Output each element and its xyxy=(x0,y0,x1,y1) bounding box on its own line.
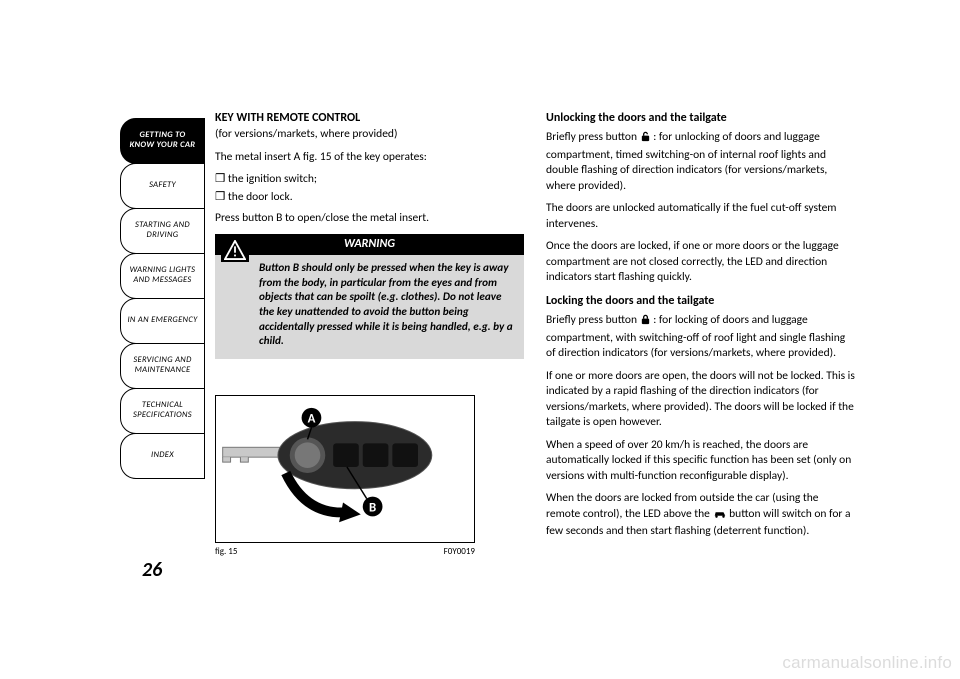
figure-image: A B xyxy=(215,395,475,543)
tab-label: GETTING TOKNOW YOUR CAR xyxy=(130,131,196,151)
figure-label: fig. 15 xyxy=(215,546,237,558)
left-column: KEY WITH REMOTE CONTROL (for versions/ma… xyxy=(215,110,524,558)
figure-15: A B fig. 15 F0Y0019 xyxy=(215,395,475,558)
bullet-door-lock: the door lock. xyxy=(215,190,524,206)
warning-header: WARNING xyxy=(215,234,524,256)
unlock-icon xyxy=(640,131,651,148)
warning-body: Button B should only be pressed when the… xyxy=(225,261,514,348)
p-unlock-2: The doors are unlocked automatically if … xyxy=(546,201,855,232)
sidebar-tabs: GETTING TOKNOW YOUR CAR SAFETY STARTING … xyxy=(120,118,205,478)
p-unlock-1: Briefly press button : for unlocking of … xyxy=(546,130,855,194)
sidebar-tab-emergency[interactable]: IN AN EMERGENCY xyxy=(120,298,205,344)
warning-triangle-icon xyxy=(221,238,249,262)
page-content: KEY WITH REMOTE CONTROL (for versions/ma… xyxy=(215,110,855,558)
tab-label: TECHNICALSPECIFICATIONS xyxy=(133,401,192,421)
p-lock-4: When the doors are locked from outside t… xyxy=(546,491,855,540)
heading-unlocking: Unlocking the doors and the tailgate xyxy=(546,110,855,126)
page-number: 26 xyxy=(142,558,162,582)
heading-key-remote: KEY WITH REMOTE CONTROL xyxy=(215,110,524,126)
subheading: (for versions/markets, where provided) xyxy=(215,127,524,143)
text-frag: Briefly press button xyxy=(546,313,640,327)
tab-label: STARTING ANDDRIVING xyxy=(135,221,190,241)
tab-label: WARNING LIGHTSAND MESSAGES xyxy=(130,266,196,286)
p-unlock-3: Once the doors are locked, if one or mor… xyxy=(546,239,855,286)
p-lock-3: When a speed of over 20 km/h is reached,… xyxy=(546,438,855,485)
intro-text: The metal insert A fig. 15 of the key op… xyxy=(215,150,524,166)
heading-locking: Locking the doors and the tailgate xyxy=(546,293,855,309)
sidebar-tab-warning-lights[interactable]: WARNING LIGHTSAND MESSAGES xyxy=(120,253,205,299)
marker-a: A xyxy=(308,411,316,426)
lock-icon xyxy=(640,314,651,331)
warning-title: WARNING xyxy=(344,237,395,251)
sidebar-tab-getting-to-know[interactable]: GETTING TOKNOW YOUR CAR xyxy=(120,118,205,164)
sidebar-tab-technical[interactable]: TECHNICALSPECIFICATIONS xyxy=(120,388,205,434)
tab-label: SERVICING ANDMAINTENANCE xyxy=(133,356,191,376)
p-lock-1: Briefly press button : for locking of do… xyxy=(546,313,855,362)
watermark: carmanualsonline.info xyxy=(782,653,952,673)
car-lock-icon xyxy=(713,509,727,525)
sidebar-tab-safety[interactable]: SAFETY xyxy=(120,163,205,209)
figure-code: F0Y0019 xyxy=(444,546,475,558)
text-frag: Briefly press button xyxy=(546,130,640,144)
sidebar-tab-starting-driving[interactable]: STARTING ANDDRIVING xyxy=(120,208,205,254)
bullet-ignition: the ignition switch; xyxy=(215,172,524,188)
right-column: Unlocking the doors and the tailgate Bri… xyxy=(546,110,855,558)
p-lock-2: If one or more doors are open, the doors… xyxy=(546,369,855,431)
figure-caption: fig. 15 F0Y0019 xyxy=(215,546,475,558)
tab-label: IN AN EMERGENCY xyxy=(127,316,197,326)
sidebar-tab-index[interactable]: INDEX xyxy=(120,433,205,479)
tab-label: SAFETY xyxy=(149,181,176,191)
warning-box: WARNING Button B should only be pressed … xyxy=(215,234,524,359)
tab-label: INDEX xyxy=(151,451,174,461)
press-text: Press button B to open/close the metal i… xyxy=(215,211,524,227)
sidebar-tab-servicing[interactable]: SERVICING ANDMAINTENANCE xyxy=(120,343,205,389)
marker-b: B xyxy=(369,500,376,515)
